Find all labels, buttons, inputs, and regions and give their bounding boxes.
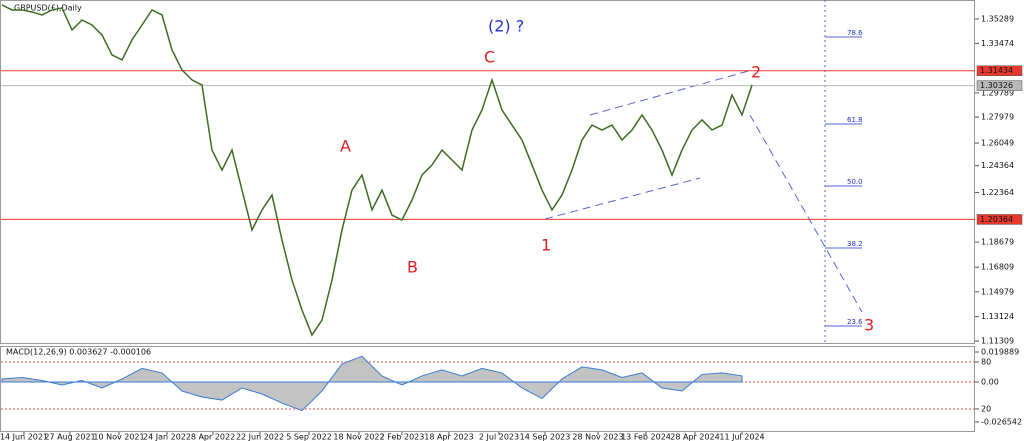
price-label: 1.20364 (980, 215, 1013, 224)
x-tick-label: 2 Feb 2023 (380, 433, 425, 441)
price-box (976, 65, 1023, 76)
y-tick-label: 20 (981, 404, 991, 413)
y-tick-label: 1.26049 (981, 139, 1014, 148)
macd-area (1, 355, 743, 412)
x-tick-label: 14 Sep 2023 (520, 433, 571, 441)
fib-label: 78.6 (847, 29, 863, 37)
x-tick-label: 13 Feb 2024 (621, 433, 671, 441)
fib-lines (825, 36, 862, 327)
fib-label: 38.2 (847, 240, 863, 248)
wave-label: 2 (751, 63, 761, 82)
y-tick-label: 1.16809 (981, 263, 1014, 272)
x-tick-label: 18 Apr 2023 (424, 433, 473, 441)
macd-panel (0, 346, 975, 432)
y-tick-label: 80 (981, 357, 991, 366)
x-tick-label: 2 Jul 2023 (479, 433, 519, 441)
fib-label: 23.6 (847, 318, 863, 326)
wave-label: C (484, 48, 495, 67)
y-tick-label: 1.18679 (981, 238, 1014, 247)
x-tick-label: 8 Apr 2022 (191, 433, 235, 441)
price-line (1, 4, 753, 337)
wave-label: 3 (864, 316, 874, 335)
x-tick-label: 11 Jul 2024 (719, 433, 764, 441)
y-tick-label: -0.026542 (981, 417, 1022, 426)
y-tick-label: 1.29789 (981, 88, 1014, 97)
fib-label: 61.8 (847, 116, 863, 124)
y-tick-label: 1.11309 (981, 337, 1014, 346)
price-label: 1.30326 (980, 81, 1013, 90)
wave-lines (544, 0, 863, 344)
x-tick-label: 5 Sep 2022 (286, 433, 332, 441)
x-tick-label: 18 Nov 2022 (333, 433, 384, 441)
x-tick-label: 28 Nov 2023 (572, 433, 623, 441)
wave-label: 1 (541, 236, 551, 255)
wave-label: B (407, 258, 418, 277)
y-tick-label: 1.13124 (981, 312, 1014, 321)
channel-bottom (544, 177, 701, 220)
channel-top (589, 69, 753, 116)
y-tick-label: 1.27979 (981, 113, 1014, 122)
y-tick-label: 0.019889 (981, 347, 1019, 356)
fib-label: 50.0 (847, 178, 863, 186)
main-panel (0, 0, 975, 344)
y-tick-label: 1.24364 (981, 161, 1014, 170)
y-tick-label: 1.33474 (981, 39, 1014, 48)
wave-label: (2) ? (488, 17, 524, 36)
y-tick-label: 1.22364 (981, 188, 1014, 197)
x-tick-label: 28 Apr 2024 (670, 433, 719, 441)
x-tick-label: 10 Nov 2021 (93, 433, 144, 441)
projection (749, 114, 863, 313)
x-tick-label: 22 Jun 2022 (236, 433, 284, 441)
wave-label: A (340, 137, 351, 156)
y-tick-label: 1.14979 (981, 287, 1014, 296)
price-box (976, 80, 1023, 91)
x-tick-label: 24 Jan 2022 (143, 433, 191, 441)
price-label: 1.31434 (980, 66, 1013, 75)
y-tick-label: 0.00 (981, 377, 999, 386)
y-tick-label: 1.35289 (981, 14, 1014, 23)
price-box (976, 214, 1023, 225)
x-tick-label: 14 Jun 2021 (0, 433, 48, 441)
macd-title: MACD(12,26,9) 0.003627 -0.000106 (6, 348, 151, 357)
x-tick-label: 27 Aug 2021 (44, 433, 95, 441)
chart-title: GBPUSD(£),Daily (14, 4, 82, 13)
